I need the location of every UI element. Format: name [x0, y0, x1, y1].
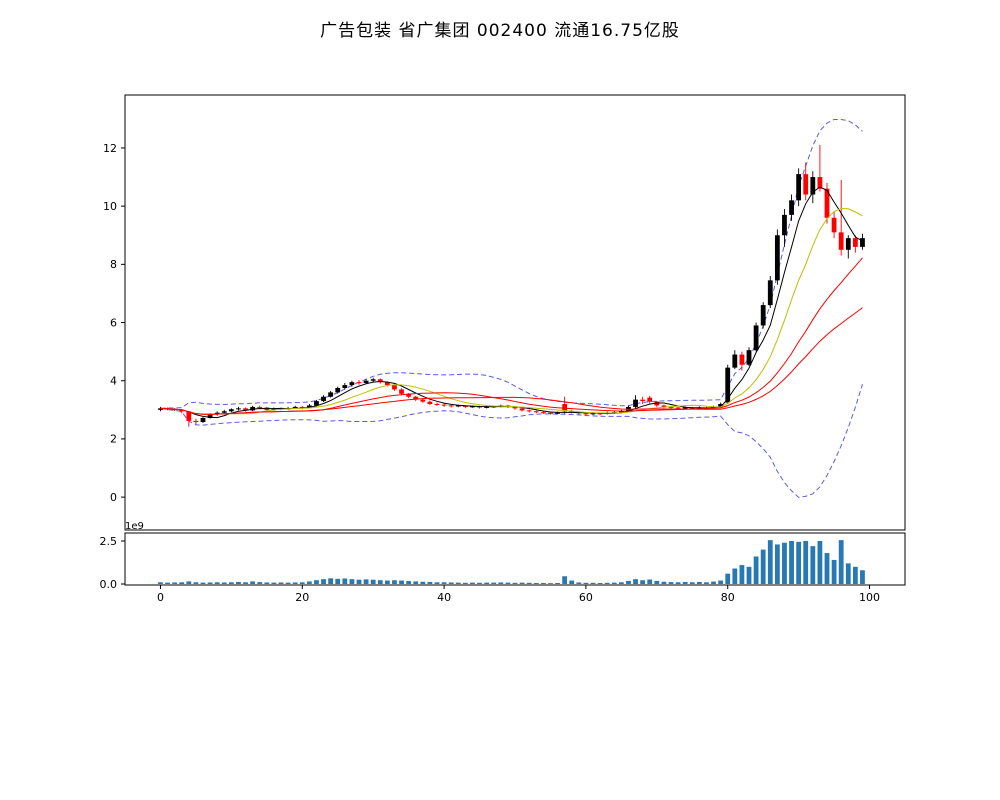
svg-text:0: 0 — [157, 591, 164, 604]
svg-text:2.5: 2.5 — [100, 535, 118, 548]
price-axes-box — [124, 94, 906, 531]
price-content — [158, 119, 865, 498]
line-MA30 — [160, 307, 863, 415]
svg-text:60: 60 — [579, 591, 593, 604]
svg-text:100: 100 — [859, 591, 880, 604]
svg-text:6: 6 — [110, 316, 117, 329]
volume-axes-box — [124, 532, 906, 586]
line-MA5 — [160, 186, 863, 419]
svg-text:4: 4 — [110, 375, 117, 388]
svg-text:0.0: 0.0 — [100, 578, 118, 591]
svg-text:80: 80 — [721, 591, 735, 604]
svg-text:1e9: 1e9 — [125, 521, 144, 532]
svg-text:12: 12 — [103, 142, 117, 155]
volume-bars — [158, 540, 865, 584]
svg-text:40: 40 — [437, 591, 451, 604]
svg-text:10: 10 — [103, 200, 117, 213]
svg-text:2: 2 — [110, 433, 117, 446]
svg-text:0: 0 — [110, 491, 117, 504]
line-MA10 — [160, 207, 863, 415]
svg-text:20: 20 — [295, 591, 309, 604]
chart-title: 广告包装 省广集团 002400 流通16.75亿股 — [320, 21, 680, 41]
band-BOLL_upper — [160, 119, 863, 409]
svg-text:8: 8 — [110, 258, 117, 271]
band-BOLL_lower — [160, 384, 863, 498]
